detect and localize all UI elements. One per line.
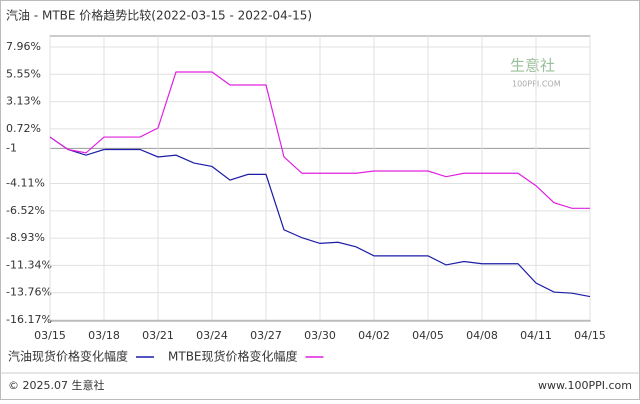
series-line — [49, 136, 591, 298]
x-tick-label: 03/30 — [304, 329, 336, 342]
legend-label: 汽油现货价格变化幅度 — [8, 349, 128, 364]
x-tick-label: 04/02 — [358, 329, 390, 342]
footer-right: www.100PPI.com — [538, 379, 632, 392]
x-tick-label: 04/05 — [412, 329, 444, 342]
x-tick-label: 03/24 — [196, 329, 228, 342]
x-tick-label: 04/08 — [466, 329, 498, 342]
series-line — [49, 71, 590, 209]
y-tick-label: -8.93% — [6, 231, 45, 244]
x-tick-label: 03/18 — [88, 329, 120, 342]
footer-left: © 2025.07 生意社 — [8, 378, 104, 392]
y-tick-label: 3.13% — [6, 95, 41, 108]
y-tick-label: 7.96% — [6, 40, 41, 53]
watermark: 生意社 — [510, 57, 555, 75]
y-tick-label: 5.55% — [6, 67, 41, 80]
x-tick-label: 04/11 — [520, 329, 552, 342]
y-tick-label: -11.34% — [6, 258, 52, 271]
x-tick-label: 03/15 — [34, 329, 66, 342]
y-tick-label: -6.52% — [6, 204, 45, 217]
x-tick-label: 03/21 — [142, 329, 174, 342]
x-tick-label: 04/15 — [574, 329, 606, 342]
y-tick-label: 0.72% — [6, 122, 41, 135]
x-tick-label: 03/27 — [250, 329, 282, 342]
legend-label: MTBE现货价格变化幅度 — [168, 349, 298, 364]
y-tick-label: -16.17% — [6, 313, 52, 326]
chart-title: 汽油 - MTBE 价格趋势比较(2022-03-15 - 2022-04-15… — [6, 8, 312, 23]
y-tick-label: -4.11% — [6, 177, 45, 190]
y-tick-label: -13.76% — [6, 286, 52, 299]
y-tick-label: -1 — [6, 141, 17, 154]
